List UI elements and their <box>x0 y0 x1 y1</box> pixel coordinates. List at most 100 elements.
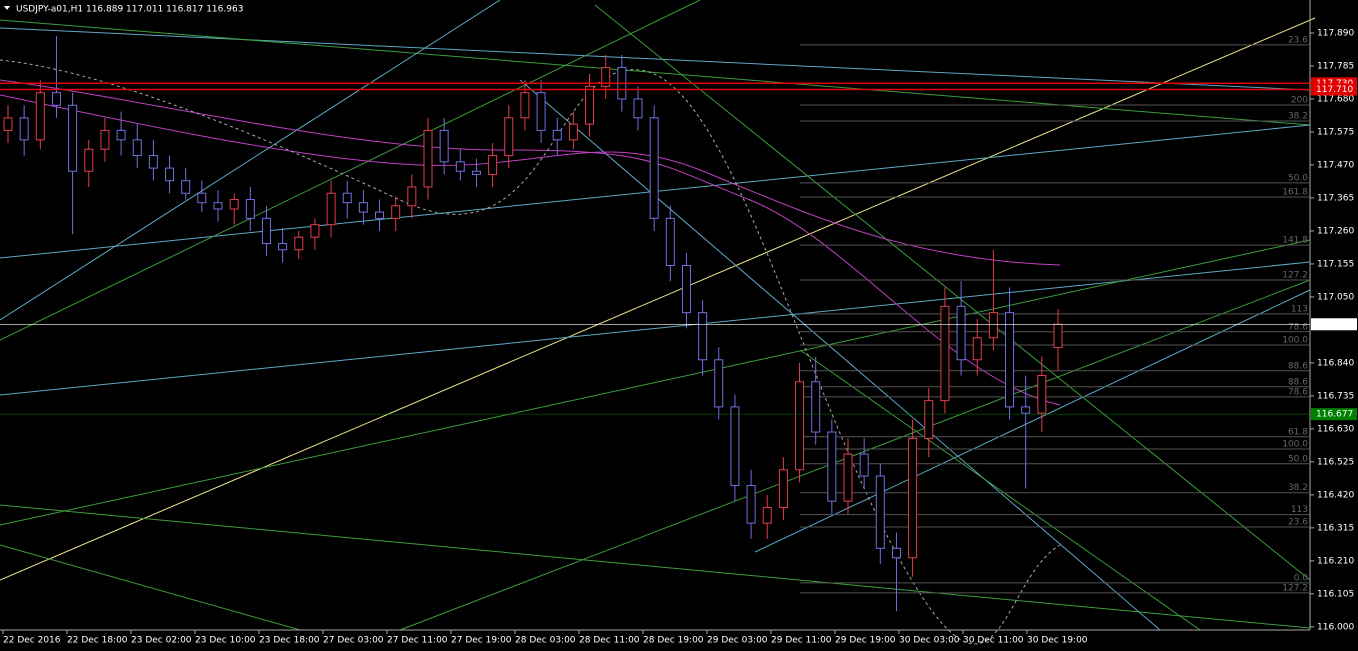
fib-label: 23.6 <box>1288 35 1308 45</box>
candle-body <box>504 117 514 157</box>
fib-label: 23.6 <box>1288 517 1308 527</box>
candle-body <box>294 236 304 251</box>
y-tick-label: 117.785 <box>1317 61 1354 71</box>
candle-body <box>439 129 449 163</box>
candle-body <box>746 484 756 524</box>
candle-body <box>358 202 368 213</box>
candle-body <box>698 312 708 361</box>
candle-body <box>488 155 498 175</box>
fib-label: 161.8 <box>1282 188 1308 198</box>
x-tick-label: 23 Dec 02:00 <box>131 636 192 646</box>
y-tick-label: 117.050 <box>1317 292 1354 302</box>
candle-body <box>681 265 691 314</box>
x-tick-label: 28 Dec 03:00 <box>515 636 576 646</box>
candle-body <box>245 199 255 219</box>
fib-label: 88.6 <box>1288 377 1308 387</box>
candle-body <box>261 217 271 245</box>
y-tick-label: 116.105 <box>1317 589 1354 599</box>
candle-body <box>956 305 966 361</box>
candle-body <box>148 155 158 169</box>
price-tag-label: 116.963 <box>1316 320 1353 330</box>
candle-body <box>375 211 385 219</box>
candle-body <box>3 117 13 131</box>
candle-body <box>730 406 740 486</box>
candle-body <box>585 85 595 125</box>
candle-body <box>1021 406 1031 414</box>
candle-body <box>197 192 207 204</box>
fib-label: 38.2 <box>1288 111 1308 121</box>
fib-label: 61.8 <box>1288 427 1308 437</box>
x-tick-label: 30 Dec 03:00 <box>899 636 960 646</box>
fib-label: 141.8 <box>1282 236 1308 246</box>
x-tick-label: 27 Dec 19:00 <box>451 636 512 646</box>
x-tick-label: 27 Dec 03:00 <box>323 636 384 646</box>
candle-body <box>68 104 78 172</box>
y-tick-label: 116.840 <box>1317 358 1354 368</box>
candle-body <box>1005 312 1015 408</box>
candle-body <box>891 547 901 559</box>
y-tick-label: 117.575 <box>1317 127 1354 137</box>
y-tick-label: 116.210 <box>1317 556 1354 566</box>
candle-body <box>423 129 433 188</box>
candle-body <box>827 431 837 502</box>
candle-body <box>762 506 772 524</box>
x-tick-label: 28 Dec 19:00 <box>643 636 704 646</box>
y-tick-label: 116.525 <box>1317 457 1354 467</box>
candle-body <box>633 98 643 119</box>
y-tick-label: 116.420 <box>1317 490 1354 500</box>
candle-body <box>455 161 465 172</box>
x-tick-label: 30 Dec 19:00 <box>1027 636 1088 646</box>
menu-arrow[interactable] <box>4 6 10 10</box>
fib-label: 78.6 <box>1288 387 1308 397</box>
candle-body <box>35 92 45 141</box>
candle-body <box>924 400 934 439</box>
candle-body <box>100 129 110 150</box>
candle-body <box>51 92 61 106</box>
candle-body <box>649 117 659 219</box>
candle-body <box>278 243 288 251</box>
fib-label: 78.6 <box>1288 322 1308 332</box>
x-tick-label: 22 Dec 2016 <box>3 636 61 646</box>
candle-body <box>213 202 223 210</box>
candle-body <box>229 199 239 210</box>
candle-body <box>665 217 675 267</box>
candle-body <box>326 192 336 226</box>
fib-label: 50.0 <box>1288 173 1308 183</box>
y-tick-label: 117.470 <box>1317 160 1354 170</box>
x-tick-label: 29 Dec 19:00 <box>835 636 896 646</box>
fib-label: 88.6 <box>1288 361 1308 371</box>
y-tick-label: 116.735 <box>1317 391 1354 401</box>
y-tick-label: 117.680 <box>1317 94 1354 104</box>
price-tag-label: 116.677 <box>1316 410 1353 420</box>
candle-body <box>407 186 417 207</box>
candle-body <box>342 192 352 204</box>
candle-body <box>181 180 191 194</box>
candle-body <box>1037 374 1047 414</box>
candle-body <box>552 129 562 141</box>
candle-body <box>811 381 821 433</box>
y-tick-label: 116.315 <box>1317 523 1354 533</box>
candle-body <box>310 224 320 238</box>
y-tick-label: 116.000 <box>1317 622 1354 632</box>
x-tick-label: 28 Dec 11:00 <box>579 636 640 646</box>
y-tick-label: 117.890 <box>1317 28 1354 38</box>
candle-body <box>391 205 401 219</box>
candle-body <box>568 123 578 141</box>
candle-body <box>940 305 950 402</box>
fib-label: 100.0 <box>1282 336 1308 346</box>
y-tick-label: 117.365 <box>1317 193 1354 203</box>
candle-body <box>471 170 481 175</box>
x-tick-label: 22 Dec 18:00 <box>67 636 128 646</box>
x-tick-label: 30 Dec 11:00 <box>963 636 1024 646</box>
candle-body <box>1053 323 1063 349</box>
candle-body <box>116 129 126 141</box>
candle-body <box>536 92 546 131</box>
candle-body <box>714 359 724 408</box>
fib-label: 100.0 <box>1282 440 1308 450</box>
price-tag <box>1311 408 1357 421</box>
candle-body <box>165 167 175 182</box>
candle-body <box>988 312 998 339</box>
price-tag-label: 117.710 <box>1316 85 1353 95</box>
